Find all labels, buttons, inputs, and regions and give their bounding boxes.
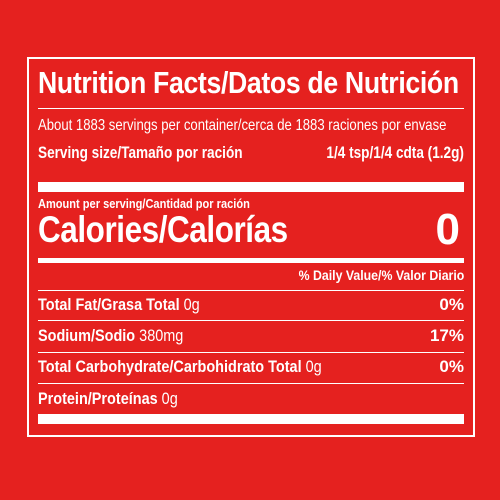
calories-value: 0 bbox=[435, 205, 460, 254]
nutrient-name: Total Carbohydrate/Carbohidrato Total bbox=[38, 357, 302, 376]
amount-per-serving: Amount per serving/Cantidad por ración bbox=[38, 196, 250, 211]
nutrient-name: Total Fat/Grasa Total bbox=[38, 295, 180, 314]
nutrient-label: Total Fat/Grasa Total 0g bbox=[38, 295, 200, 315]
nutrient-row-total-fat: Total Fat/Grasa Total 0g 0% bbox=[38, 295, 464, 321]
nutrient-row-protein: Protein/Proteínas 0g bbox=[38, 389, 464, 415]
divider-thin bbox=[38, 290, 464, 291]
nutrient-label: Total Carbohydrate/Carbohidrato Total 0g bbox=[38, 357, 322, 377]
nutrient-label: Sodium/Sodio 380mg bbox=[38, 326, 183, 346]
serving-size-value: 1/4 tsp/1/4 cdta (1.2g) bbox=[326, 143, 464, 162]
nutrient-row-total-carbohydrate: Total Carbohydrate/Carbohidrato Total 0g… bbox=[38, 357, 464, 383]
calories-label: Calories/Calorías bbox=[38, 209, 288, 250]
divider-thin bbox=[38, 320, 464, 321]
nutrition-title: Nutrition Facts/Datos de Nutrición bbox=[38, 65, 459, 100]
servings-per-container: About 1883 servings per container/cerca … bbox=[38, 117, 447, 134]
nutrient-row-sodium: Sodium/Sodio 380mg 17% bbox=[38, 326, 464, 352]
nutrient-amount: 0g bbox=[183, 295, 200, 314]
daily-value-header: % Daily Value/% Valor Diario bbox=[298, 267, 464, 283]
nutrient-label: Protein/Proteínas 0g bbox=[38, 389, 178, 409]
divider-thin bbox=[38, 108, 464, 109]
nutrient-amount: 380mg bbox=[139, 326, 184, 345]
divider-thin bbox=[38, 383, 464, 384]
nutrient-name: Protein/Proteínas bbox=[38, 389, 158, 408]
divider-thin bbox=[38, 352, 464, 353]
nutrient-daily-value: 0% bbox=[439, 357, 464, 376]
divider-thick bbox=[38, 414, 464, 424]
nutrient-amount: 0g bbox=[161, 389, 178, 408]
serving-size-label: Serving size/Tamaño por ración bbox=[38, 143, 243, 162]
nutrition-facts-panel: Nutrition Facts/Datos de Nutrición About… bbox=[27, 57, 475, 437]
divider-medium bbox=[38, 258, 464, 263]
nutrient-name: Sodium/Sodio bbox=[38, 326, 136, 345]
nutrient-amount: 0g bbox=[305, 357, 322, 376]
divider-thick bbox=[38, 182, 464, 192]
nutrient-daily-value: 17% bbox=[429, 326, 464, 345]
nutrient-daily-value: 0% bbox=[439, 295, 464, 314]
